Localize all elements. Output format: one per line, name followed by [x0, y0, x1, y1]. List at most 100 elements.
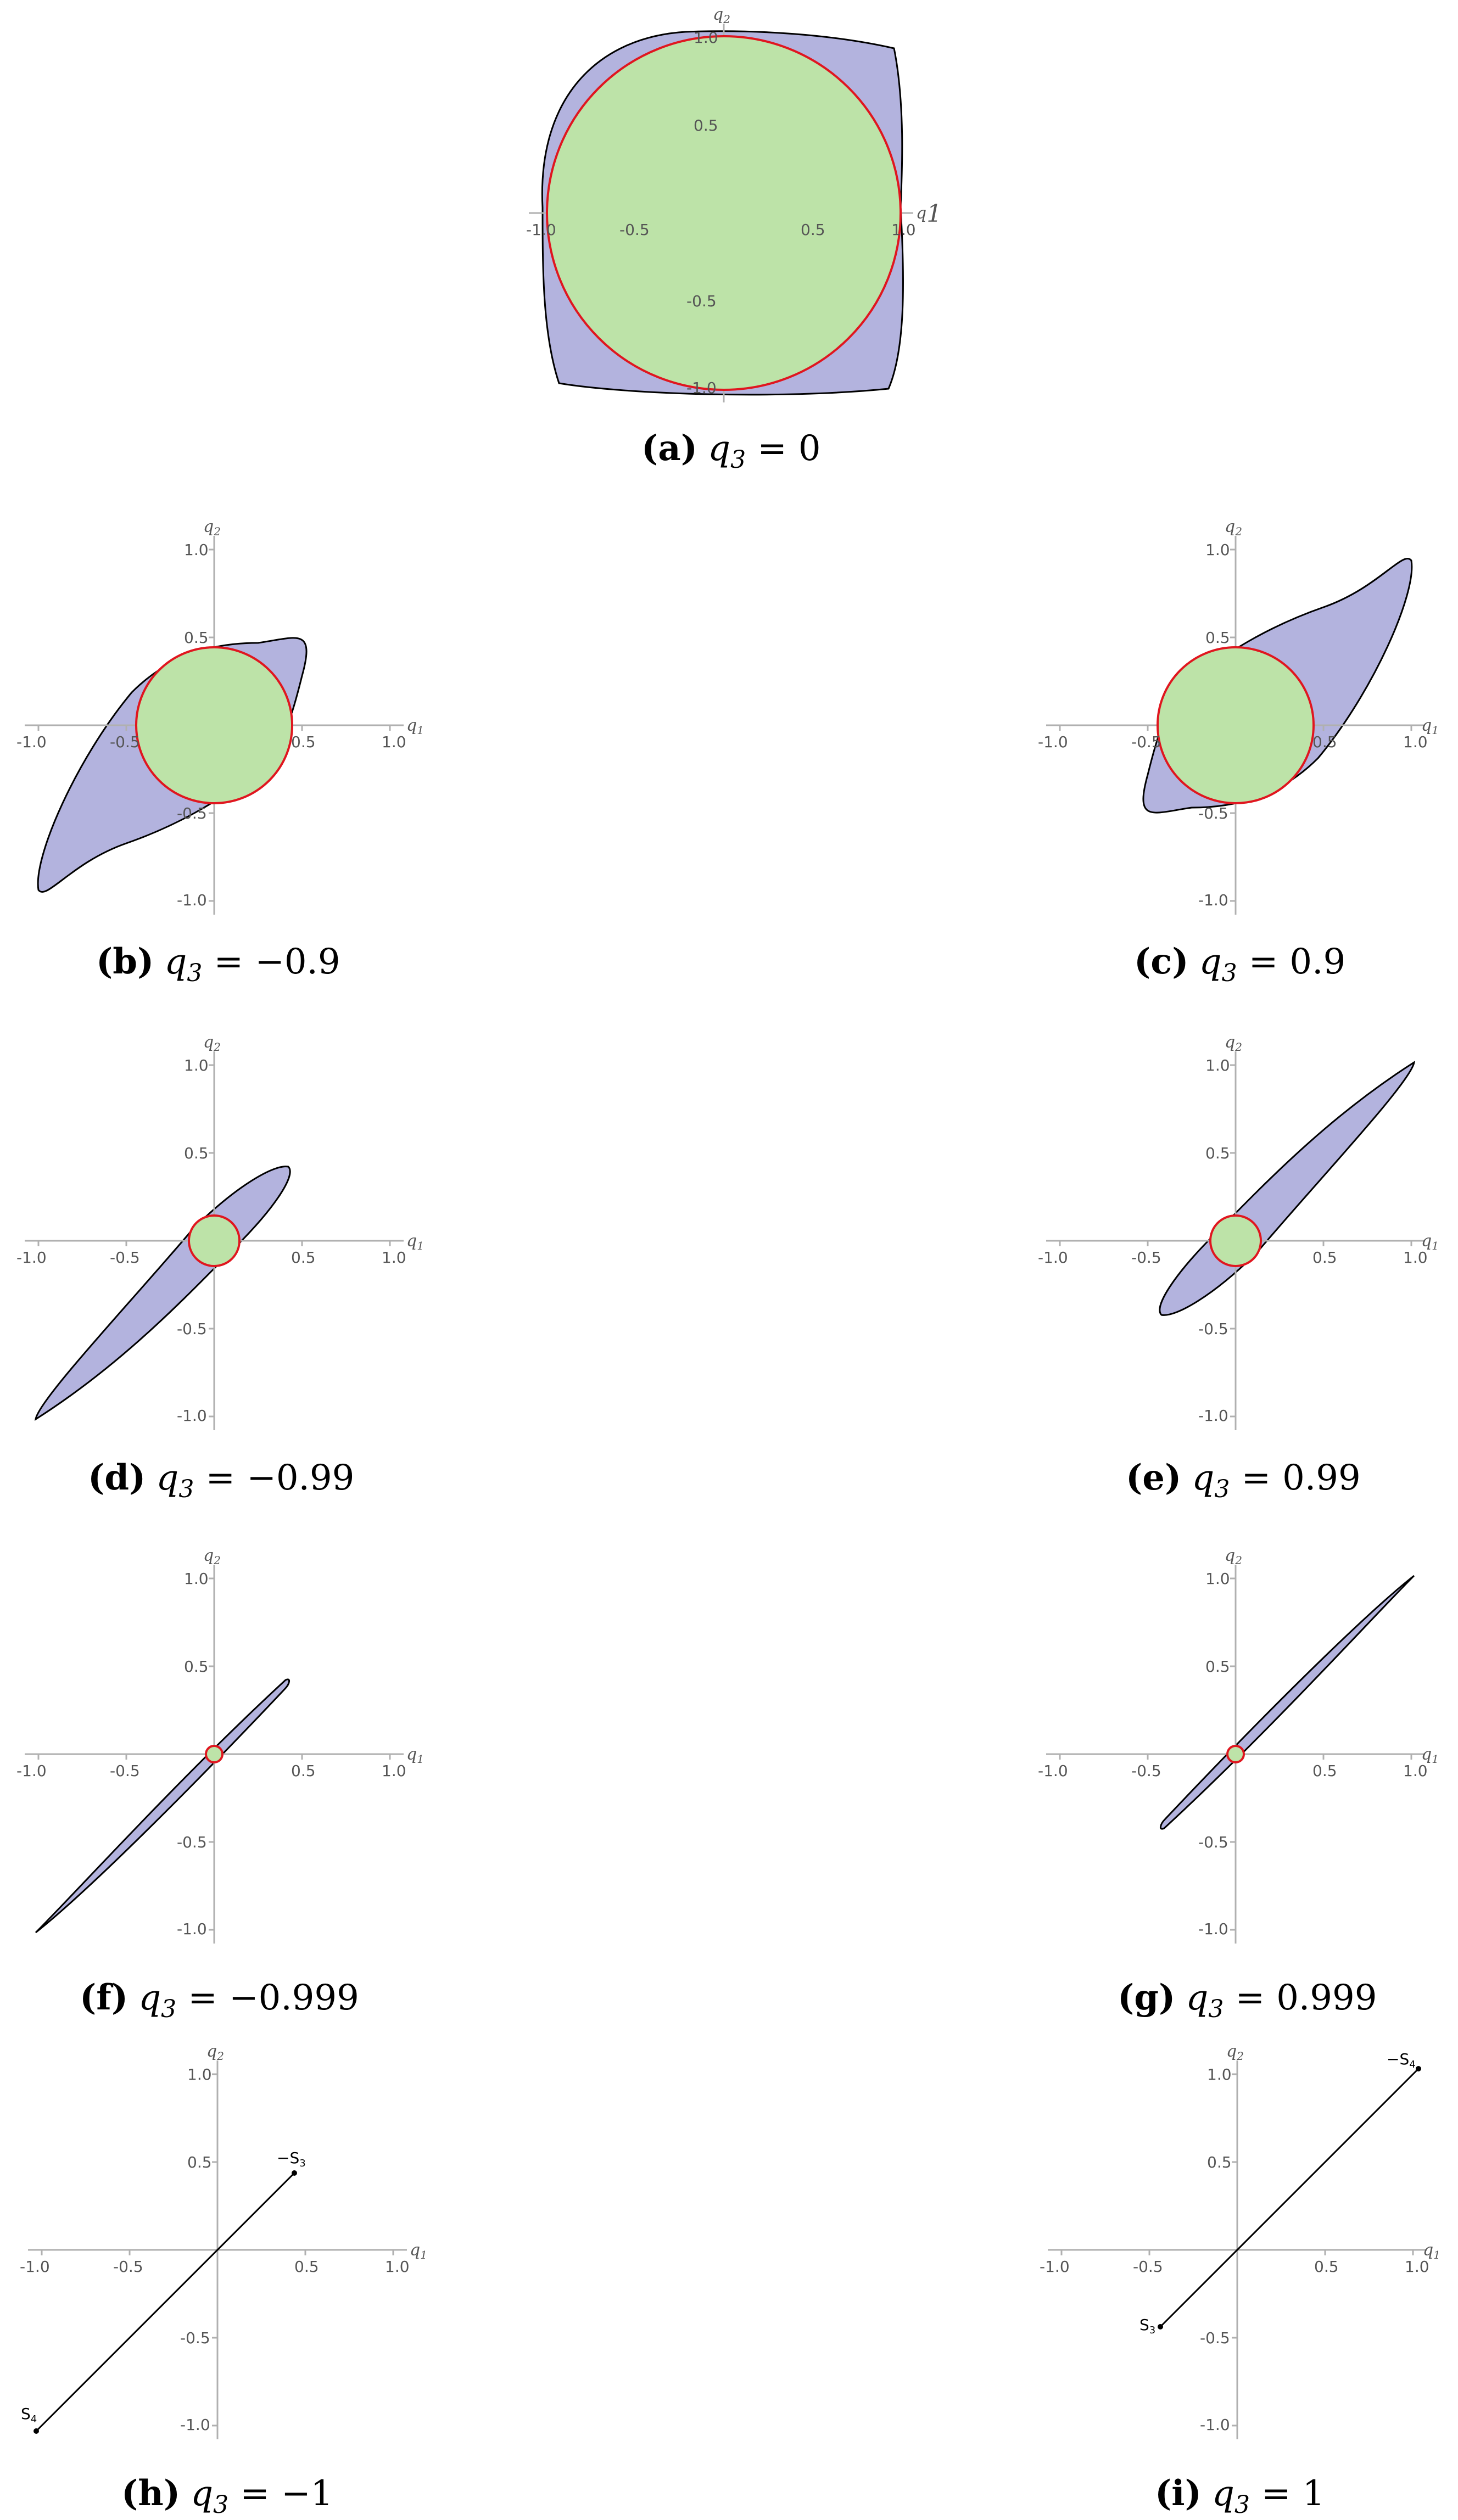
tick-label-y-neg05: -0.5	[177, 1833, 207, 1851]
tick-label-x-05: 0.5	[291, 1248, 316, 1267]
tick-label-x-neg05: -0.5	[1131, 1248, 1161, 1267]
endpoint-upper-label: −S4	[1387, 2050, 1416, 2070]
caption-h: (h) q3 = −1	[121, 2473, 333, 2519]
y-axis-label: q2	[1225, 1546, 1242, 1567]
tick-label-x-1: 1.0	[1403, 1248, 1428, 1267]
tick-label-x-1: 1.0	[382, 1762, 406, 1780]
y-axis-label: q2	[203, 1546, 221, 1567]
panel-h: −S3 S4 -1.0 -0.5 0.5 1.0 1.0 0.5 -0.5 -1…	[20, 2042, 427, 2519]
endpoint-upper-label: −S3	[277, 2149, 306, 2169]
inscribed-disk	[1157, 646, 1315, 804]
tick-label-x-neg1: -1.0	[1040, 2258, 1070, 2276]
caption-f: (f) q3 = −0.999	[80, 1977, 359, 2023]
y-axis-label: q2	[206, 2042, 224, 2063]
y-axis-label: q2	[1225, 517, 1242, 538]
tick-label-y-neg1: -1.0	[177, 1407, 207, 1425]
tick-label-y-neg1: -1.0	[177, 891, 207, 909]
feasible-region	[35, 1166, 291, 1421]
tick-label-y-05: 0.5	[1207, 2153, 1232, 2171]
endpoint-lower	[33, 2428, 39, 2434]
tick-label-y-neg1: -1.0	[1200, 2416, 1230, 2434]
tick-label-x-neg05: -0.5	[110, 1248, 140, 1267]
panel-i: −S4 S3 -1.0 -0.5 0.5 1.0 1.0 0.5 -0.5 -1…	[1040, 2042, 1440, 2519]
y-axis-label: q2	[203, 517, 221, 538]
tick-label-x-neg05: -0.5	[110, 733, 140, 751]
endpoint-lower	[1158, 2324, 1163, 2329]
x-axis-label: q1	[406, 1231, 424, 1252]
tick-label-y-1: 1.0	[1205, 1570, 1230, 1588]
tick-label-y-neg05: -0.5	[1198, 1320, 1228, 1338]
tick-label-x-neg1: -1.0	[16, 733, 47, 751]
tick-label-x-05: 0.5	[291, 733, 316, 751]
inscribed-disk	[205, 1745, 224, 1763]
x-axis-label: q1	[1421, 1231, 1439, 1252]
panel-b: -1.0 -0.5 0.5 1.0 1.0 0.5 -0.5 -1.0 q1 q…	[16, 517, 424, 987]
feasible-region	[35, 1678, 290, 1934]
tick-label-y-1: 1.0	[1207, 2065, 1232, 2084]
inscribed-disk	[188, 1214, 241, 1267]
tick-label-y-05: 0.5	[1205, 629, 1230, 647]
tick-label-y-neg1: -1.0	[686, 379, 717, 397]
tick-label-y-1: 1.0	[1205, 541, 1230, 559]
caption-b: (b) q3 = −0.9	[96, 941, 340, 987]
tick-label-x-neg05: -0.5	[1133, 2258, 1163, 2276]
tick-label-y-neg1: -1.0	[180, 2416, 210, 2434]
inscribed-disk	[135, 646, 293, 804]
panel-c: -1.0 -0.5 0.5 1.0 1.0 0.5 -0.5 -1.0 q1 q…	[1038, 517, 1439, 987]
tick-label-x-neg05: -0.5	[110, 1762, 140, 1780]
tick-label-y-neg05: -0.5	[177, 804, 207, 822]
caption-a: (a) q3 = 0	[641, 428, 821, 474]
panel-d: -1.0 -0.5 0.5 1.0 1.0 0.5 -0.5 -1.0 q1 q…	[16, 1033, 424, 1503]
tick-label-x-neg1: -1.0	[1038, 1248, 1068, 1267]
degenerate-segment	[1159, 2068, 1420, 2328]
x-axis-label: q1	[406, 1745, 424, 1766]
inscribed-disk	[546, 35, 902, 391]
x-axis-label: q1	[410, 2241, 427, 2261]
tick-label-x-05: 0.5	[1312, 733, 1337, 751]
plot-a: -1.0 -0.5 0.5 1.0 1.0 0.5 -0.5 -1.0 q1 q…	[526, 5, 942, 402]
feasible-region	[1159, 1060, 1415, 1316]
y-axis-label: q2	[203, 1033, 221, 1054]
endpoint-lower-label: S4	[21, 2405, 37, 2425]
tick-label-y-05: 0.5	[1205, 1144, 1230, 1162]
tick-label-y-05: 0.5	[184, 629, 209, 647]
tick-label-x-1: 1.0	[1403, 1762, 1428, 1780]
y-axis-label: q2	[1226, 2042, 1244, 2063]
panel-a: -1.0 -0.5 0.5 1.0 1.0 0.5 -0.5 -1.0 q1 q…	[526, 5, 942, 474]
tick-label-x-neg05: -0.5	[113, 2258, 143, 2276]
tick-label-x-1: 1.0	[1403, 733, 1428, 751]
tick-label-x-05: 0.5	[801, 221, 825, 239]
tick-label-y-neg05: -0.5	[1198, 804, 1228, 822]
feasible-region	[1160, 1575, 1415, 1830]
tick-label-x-neg1: -1.0	[1038, 1762, 1068, 1780]
inscribed-disk	[1209, 1214, 1262, 1267]
tick-label-x-neg1: -1.0	[16, 1762, 47, 1780]
tick-label-y-neg1: -1.0	[1198, 1407, 1228, 1425]
tick-label-x-neg05: -0.5	[619, 221, 650, 239]
tick-label-y-05: 0.5	[184, 1657, 209, 1676]
tick-label-x-1: 1.0	[385, 2258, 410, 2276]
panel-g: -1.0 -0.5 0.5 1.0 1.0 0.5 -0.5 -1.0 q1 q…	[1038, 1546, 1439, 2023]
tick-label-y-neg1: -1.0	[1198, 1920, 1228, 1938]
caption-e: (e) q3 = 0.99	[1126, 1457, 1361, 1503]
tick-label-y-neg1: -1.0	[177, 1920, 207, 1938]
tick-label-x-neg1: -1.0	[1038, 733, 1068, 751]
endpoint-upper	[1416, 2066, 1421, 2071]
tick-label-x-1: 1.0	[1405, 2258, 1429, 2276]
tick-label-y-05: 0.5	[184, 1144, 209, 1162]
tick-label-x-05: 0.5	[1314, 2258, 1339, 2276]
tick-label-y-1: 1.0	[1205, 1056, 1230, 1074]
inscribed-disk	[1226, 1745, 1245, 1763]
tick-label-y-1: 1.0	[184, 1570, 209, 1588]
x-axis-label: q1	[406, 716, 424, 737]
tick-label-y-05: 0.5	[694, 116, 718, 135]
tick-label-x-1: 1.0	[382, 733, 406, 751]
caption-c: (c) q3 = 0.9	[1134, 941, 1345, 987]
endpoint-upper	[292, 2170, 297, 2176]
tick-label-x-neg05: -0.5	[1131, 733, 1161, 751]
tick-label-y-1: 1.0	[184, 1056, 209, 1074]
x-axis-label: q1	[916, 200, 942, 228]
caption-d: (d) q3 = −0.99	[88, 1457, 354, 1503]
degenerate-segment	[35, 2172, 295, 2432]
